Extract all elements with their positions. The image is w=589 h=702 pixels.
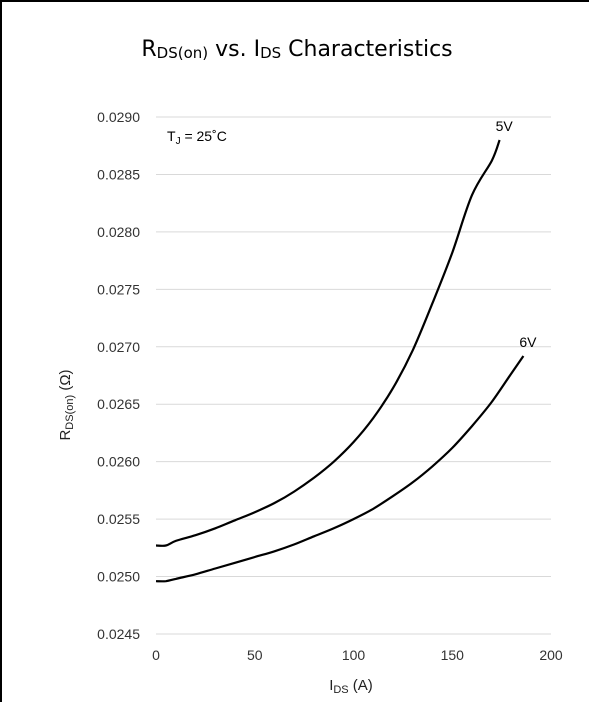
series-line-6v: [155, 355, 525, 583]
chart-title: RDS(on) vs. IDS Characteristics: [141, 37, 452, 62]
y-tick-label: 0.0265: [97, 396, 140, 412]
y-tick-label: 0.0285: [97, 166, 140, 182]
y-tick-label: 0.0290: [97, 109, 140, 125]
y-tick-label: 0.0245: [97, 626, 140, 642]
x-tick-label: 200: [539, 647, 563, 663]
y-tick-label: 0.0280: [97, 224, 140, 240]
y-tick-label: 0.0250: [97, 569, 140, 585]
series-label-5v: 5V: [496, 118, 514, 134]
x-tick-label: 0: [152, 647, 160, 663]
x-axis-label: IDS (A): [329, 677, 373, 696]
series-line-5v: [155, 139, 501, 547]
y-tick-label: 0.0255: [97, 511, 140, 527]
y-tick-labels: 0.0245 0.0250 0.0255 0.0260 0.0265 0.0270 0.02…: [97, 109, 140, 642]
x-tick-labels: 0 50 100 150 200: [152, 647, 563, 663]
series-lines: 5V 6V: [155, 118, 537, 583]
y-axis-label: RDS(on) (Ω): [57, 369, 76, 440]
x-tick-label: 100: [342, 647, 366, 663]
series-label-6v: 6V: [519, 334, 537, 350]
temperature-annotation: TJ = 25˚C: [167, 128, 227, 147]
y-tick-label: 0.0260: [97, 454, 140, 470]
y-tick-label: 0.0270: [97, 339, 140, 355]
grid-lines: [156, 116, 551, 635]
x-tick-label: 150: [441, 647, 465, 663]
y-tick-label: 0.0275: [97, 281, 140, 297]
x-tick-label: 50: [247, 647, 263, 663]
